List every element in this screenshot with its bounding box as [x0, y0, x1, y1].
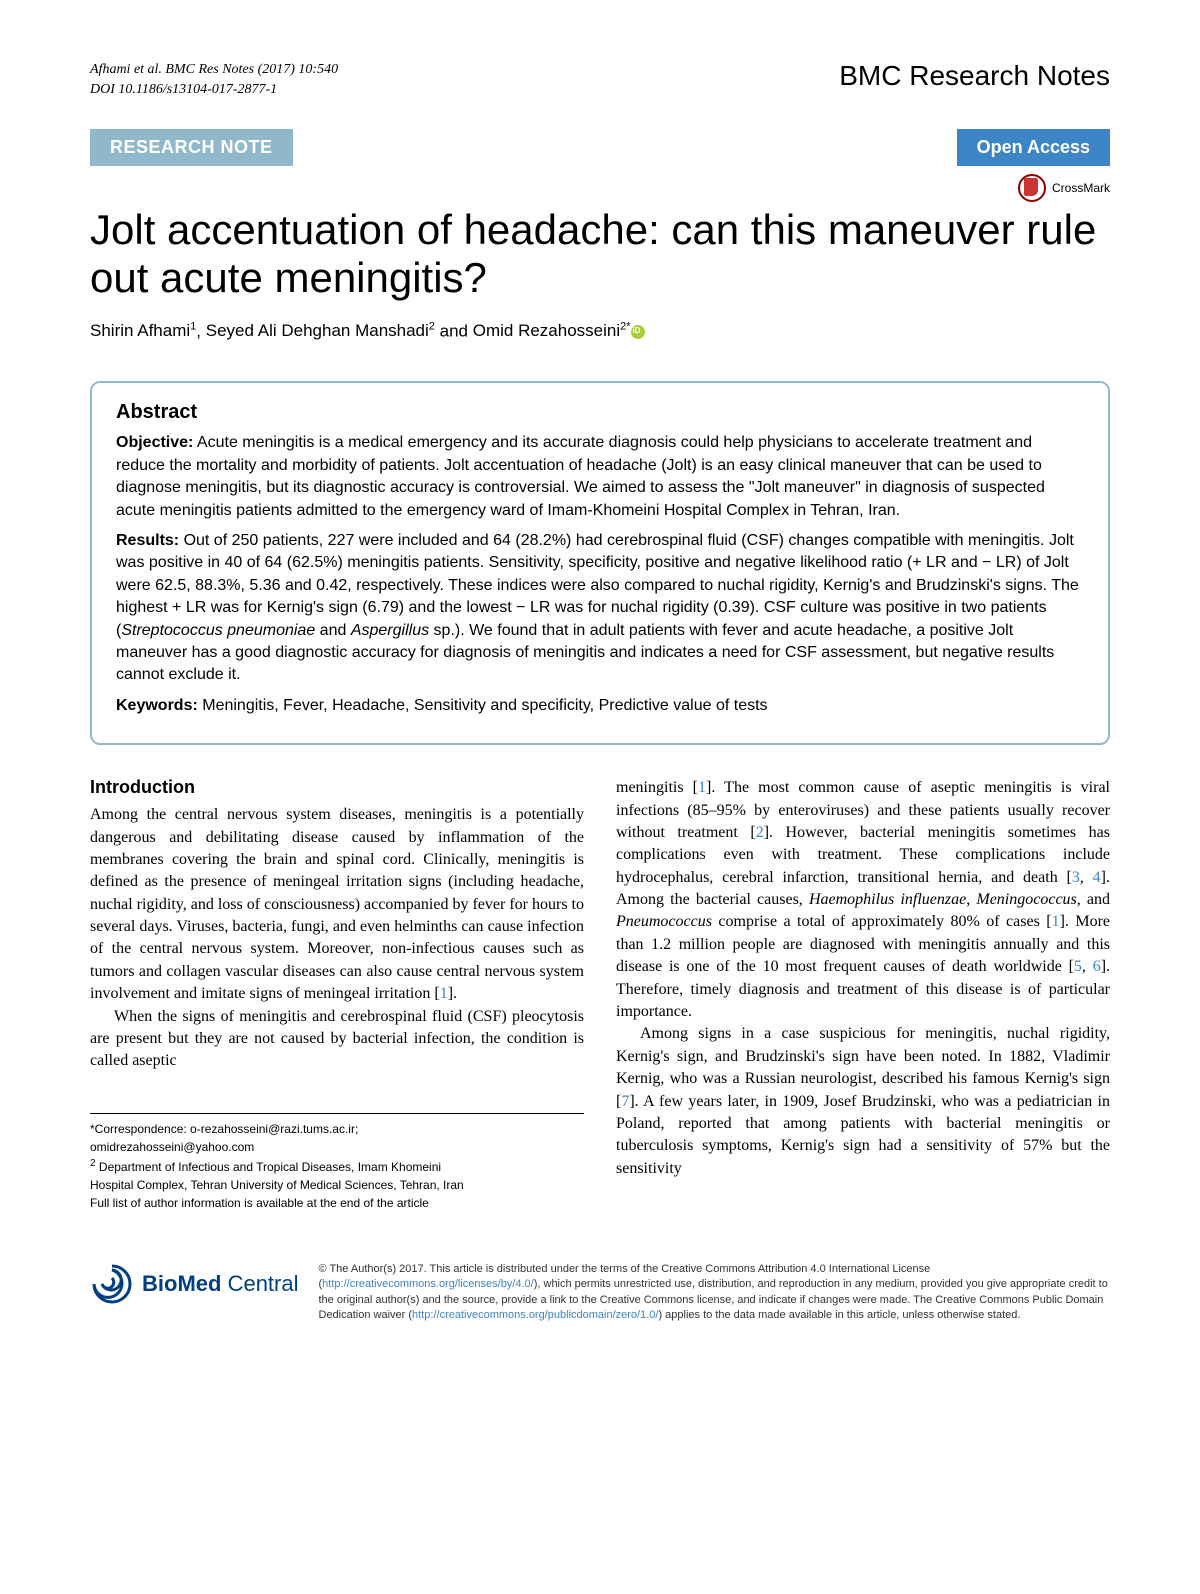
- author-2: Seyed Ali Dehghan Manshadi2: [206, 321, 435, 340]
- article-type-label: RESEARCH NOTE: [90, 129, 293, 166]
- author-1: Shirin Afhami1: [90, 321, 196, 340]
- abstract-box: Abstract Objective: Acute meningitis is …: [90, 381, 1110, 745]
- citation-block: Afhami et al. BMC Res Notes (2017) 10:54…: [90, 60, 338, 99]
- orcid-icon[interactable]: [631, 325, 645, 339]
- left-column: Introduction Among the central nervous s…: [90, 777, 584, 1212]
- abstract-results: Results: Out of 250 patients, 227 were i…: [116, 530, 1084, 687]
- abstract-heading: Abstract: [116, 401, 1084, 424]
- citation-link[interactable]: 5: [1074, 958, 1082, 975]
- intro-para-3: meningitis [1]. The most common cause of…: [616, 777, 1110, 1023]
- correspondence-affiliation: 2 Department of Infectious and Tropical …: [90, 1156, 584, 1176]
- citation-link[interactable]: 1: [698, 779, 706, 796]
- article-type-banner: RESEARCH NOTE Open Access: [90, 129, 1110, 166]
- abstract-objective: Objective: Acute meningitis is a medical…: [116, 432, 1084, 522]
- author-3: Omid Rezahosseini2*: [473, 321, 631, 340]
- page-footer: BioMed Central © The Author(s) 2017. Thi…: [90, 1242, 1110, 1324]
- correspondence-footnote: *Correspondence: o-rezahosseini@razi.tum…: [90, 1113, 584, 1212]
- crossmark-button[interactable]: CrossMark: [90, 174, 1110, 202]
- correspondence-email-1: *Correspondence: o-rezahosseini@razi.tum…: [90, 1120, 584, 1138]
- doi-line: DOI 10.1186/s13104-017-2877-1: [90, 80, 338, 100]
- crossmark-label: CrossMark: [1052, 181, 1110, 195]
- journal-name: BMC Research Notes: [839, 60, 1110, 92]
- citation-link[interactable]: 3: [1072, 869, 1080, 886]
- right-column: meningitis [1]. The most common cause of…: [616, 777, 1110, 1212]
- cc-license-link[interactable]: http://creativecommons.org/licenses/by/4…: [322, 1278, 534, 1290]
- intro-para-1: Among the central nervous system disease…: [90, 804, 584, 1006]
- correspondence-email-2: omidrezahosseini@yahoo.com: [90, 1138, 584, 1156]
- citation-link[interactable]: 1: [1052, 913, 1060, 930]
- body-text: Introduction Among the central nervous s…: [90, 777, 1110, 1212]
- citation-link[interactable]: 2: [756, 824, 764, 841]
- citation-line: Afhami et al. BMC Res Notes (2017) 10:54…: [90, 60, 338, 80]
- author-list: Shirin Afhami1, Seyed Ali Dehghan Mansha…: [90, 321, 1110, 342]
- citation-link[interactable]: 1: [440, 985, 448, 1002]
- open-access-badge: Open Access: [957, 129, 1110, 166]
- biomed-swirl-icon: [90, 1262, 134, 1306]
- correspondence-affiliation-2: Hospital Complex, Tehran University of M…: [90, 1176, 584, 1194]
- intro-para-4: Among signs in a case suspicious for men…: [616, 1023, 1110, 1180]
- biomed-central-logo[interactable]: BioMed Central: [90, 1262, 299, 1306]
- introduction-heading: Introduction: [90, 777, 584, 798]
- article-title: Jolt accentuation of headache: can this …: [90, 206, 1110, 303]
- correspondence-note: Full list of author information is avail…: [90, 1194, 584, 1212]
- copyright-notice: © The Author(s) 2017. This article is di…: [319, 1262, 1111, 1324]
- intro-para-2: When the signs of meningitis and cerebro…: [90, 1006, 584, 1073]
- page-header: Afhami et al. BMC Res Notes (2017) 10:54…: [90, 60, 1110, 99]
- citation-link[interactable]: 4: [1093, 869, 1101, 886]
- cc-publicdomain-link[interactable]: http://creativecommons.org/publicdomain/…: [412, 1309, 658, 1321]
- crossmark-icon: [1018, 174, 1046, 202]
- biomed-logo-text: BioMed Central: [142, 1271, 299, 1297]
- abstract-keywords: Keywords: Meningitis, Fever, Headache, S…: [116, 695, 1084, 717]
- citation-link[interactable]: 6: [1093, 958, 1101, 975]
